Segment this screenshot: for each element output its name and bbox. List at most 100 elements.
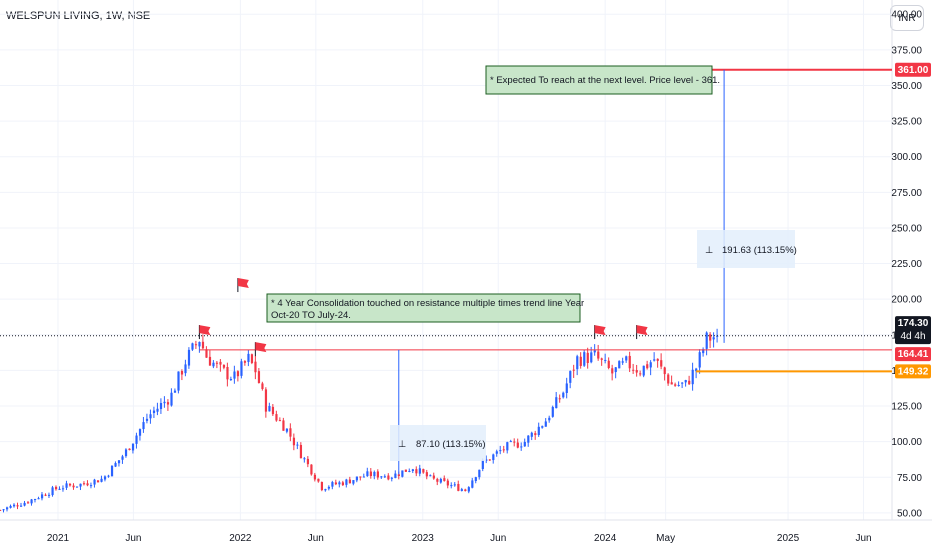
candle-body	[488, 459, 491, 461]
candle-body	[418, 468, 421, 474]
candle-body	[320, 481, 324, 491]
candle-body	[103, 476, 107, 480]
candle-body	[9, 505, 12, 508]
candle-body	[236, 371, 240, 377]
candle-body	[338, 482, 341, 485]
measure-icon: ⊥	[705, 245, 713, 256]
candle-body	[590, 352, 593, 363]
candle-body	[75, 486, 79, 488]
y-tick-label: 125.00	[891, 402, 922, 413]
candle-body	[663, 367, 666, 375]
candle-body	[667, 374, 670, 384]
x-axis: 2021 Jun 2022 Jun 2023 Jun 2024 May 2025 Jun	[0, 519, 932, 544]
y-axis: 50.0075.00100.00125.00150.00175.00200.00…	[891, 10, 922, 520]
candle-body	[593, 350, 596, 353]
candle-body	[313, 474, 317, 480]
candle-body	[135, 435, 138, 444]
candle-body	[37, 498, 40, 500]
candle-body	[485, 459, 488, 461]
candle-body	[597, 351, 600, 359]
candle-body	[254, 361, 257, 373]
candle-body	[607, 360, 610, 369]
candle-body	[492, 454, 495, 461]
candle-body	[362, 476, 365, 478]
candle-body	[439, 478, 442, 483]
candle-body	[208, 356, 212, 366]
candle-body	[30, 499, 33, 504]
candle-body	[471, 480, 474, 488]
resistance-badge-bg	[895, 347, 931, 362]
candle-body	[303, 458, 306, 460]
note-line: * 4 Year Consolidation touched on resist…	[271, 298, 584, 309]
candle-body	[191, 343, 194, 350]
candle-body	[527, 435, 530, 443]
candle-body	[205, 349, 208, 358]
candle-body	[464, 489, 467, 492]
measure-box-2[interactable]: ⊥ 191.63 (113.15%)	[697, 230, 797, 268]
candle-body	[411, 469, 414, 471]
candle-body	[355, 476, 358, 481]
candle-body	[583, 352, 586, 366]
annotation-consolidation[interactable]: * 4 Year Consolidation touched on resist…	[266, 293, 584, 323]
candle-body	[674, 384, 677, 386]
candle-body	[653, 359, 656, 361]
target-badge-bg	[895, 62, 931, 77]
candle-body	[530, 432, 533, 437]
candle-body	[145, 418, 149, 421]
candle-body	[142, 422, 145, 430]
flag-icon	[594, 325, 606, 336]
candle-body	[16, 505, 19, 507]
y-tick-label: 50.00	[897, 508, 922, 519]
candle-body	[688, 380, 691, 385]
y-tick-label: 75.00	[897, 473, 922, 484]
x-tick-label: 2022	[229, 533, 252, 544]
candle-body	[481, 460, 484, 469]
candle-body	[621, 361, 624, 363]
candle-body	[712, 337, 715, 340]
currency-button[interactable]: INR	[890, 5, 924, 31]
candle-body	[23, 502, 26, 506]
candle-body	[289, 428, 292, 437]
candle-body	[632, 369, 635, 371]
candle-body	[443, 478, 446, 481]
candle-body	[429, 475, 432, 477]
candle-body	[369, 471, 372, 477]
candle-body	[226, 366, 229, 380]
candle-body	[215, 362, 219, 364]
candle-body	[541, 426, 544, 428]
candle-body	[565, 383, 568, 393]
x-tick-label: 2024	[594, 533, 617, 544]
candle-body	[695, 368, 698, 372]
candle-body	[352, 480, 355, 484]
note-line: Oct-20 TO July-24.	[271, 310, 351, 321]
candle-body	[436, 478, 439, 482]
candle-body	[58, 488, 61, 490]
candle-body	[250, 354, 254, 364]
resistance-price-label: 164.41	[898, 349, 929, 360]
candle-body	[114, 463, 117, 467]
candle-body	[19, 505, 23, 507]
target-price-badge: 361.00	[895, 62, 931, 77]
x-tick-label: 2023	[412, 533, 435, 544]
candle-body	[677, 384, 680, 386]
candle-body	[499, 450, 502, 452]
candle-body	[156, 408, 159, 412]
candle-body	[586, 352, 589, 364]
candle-body	[474, 477, 477, 481]
annotation-expected[interactable]: * Expected To reach at the next level. P…	[485, 65, 720, 95]
candle-body	[257, 371, 261, 383]
candle-body	[618, 361, 621, 369]
candle-body	[107, 475, 110, 477]
candle-body	[513, 441, 516, 443]
candle-body	[467, 487, 470, 492]
candle-body	[121, 456, 124, 460]
measure-box-1[interactable]: ⊥ 87.10 (113.15%)	[390, 425, 486, 461]
candle-body	[278, 420, 282, 422]
candle-body	[422, 469, 425, 473]
candle-body	[5, 507, 9, 510]
note-box	[266, 293, 581, 323]
candle-body	[54, 486, 58, 490]
candle-body	[33, 499, 37, 501]
candle-body	[240, 361, 243, 376]
